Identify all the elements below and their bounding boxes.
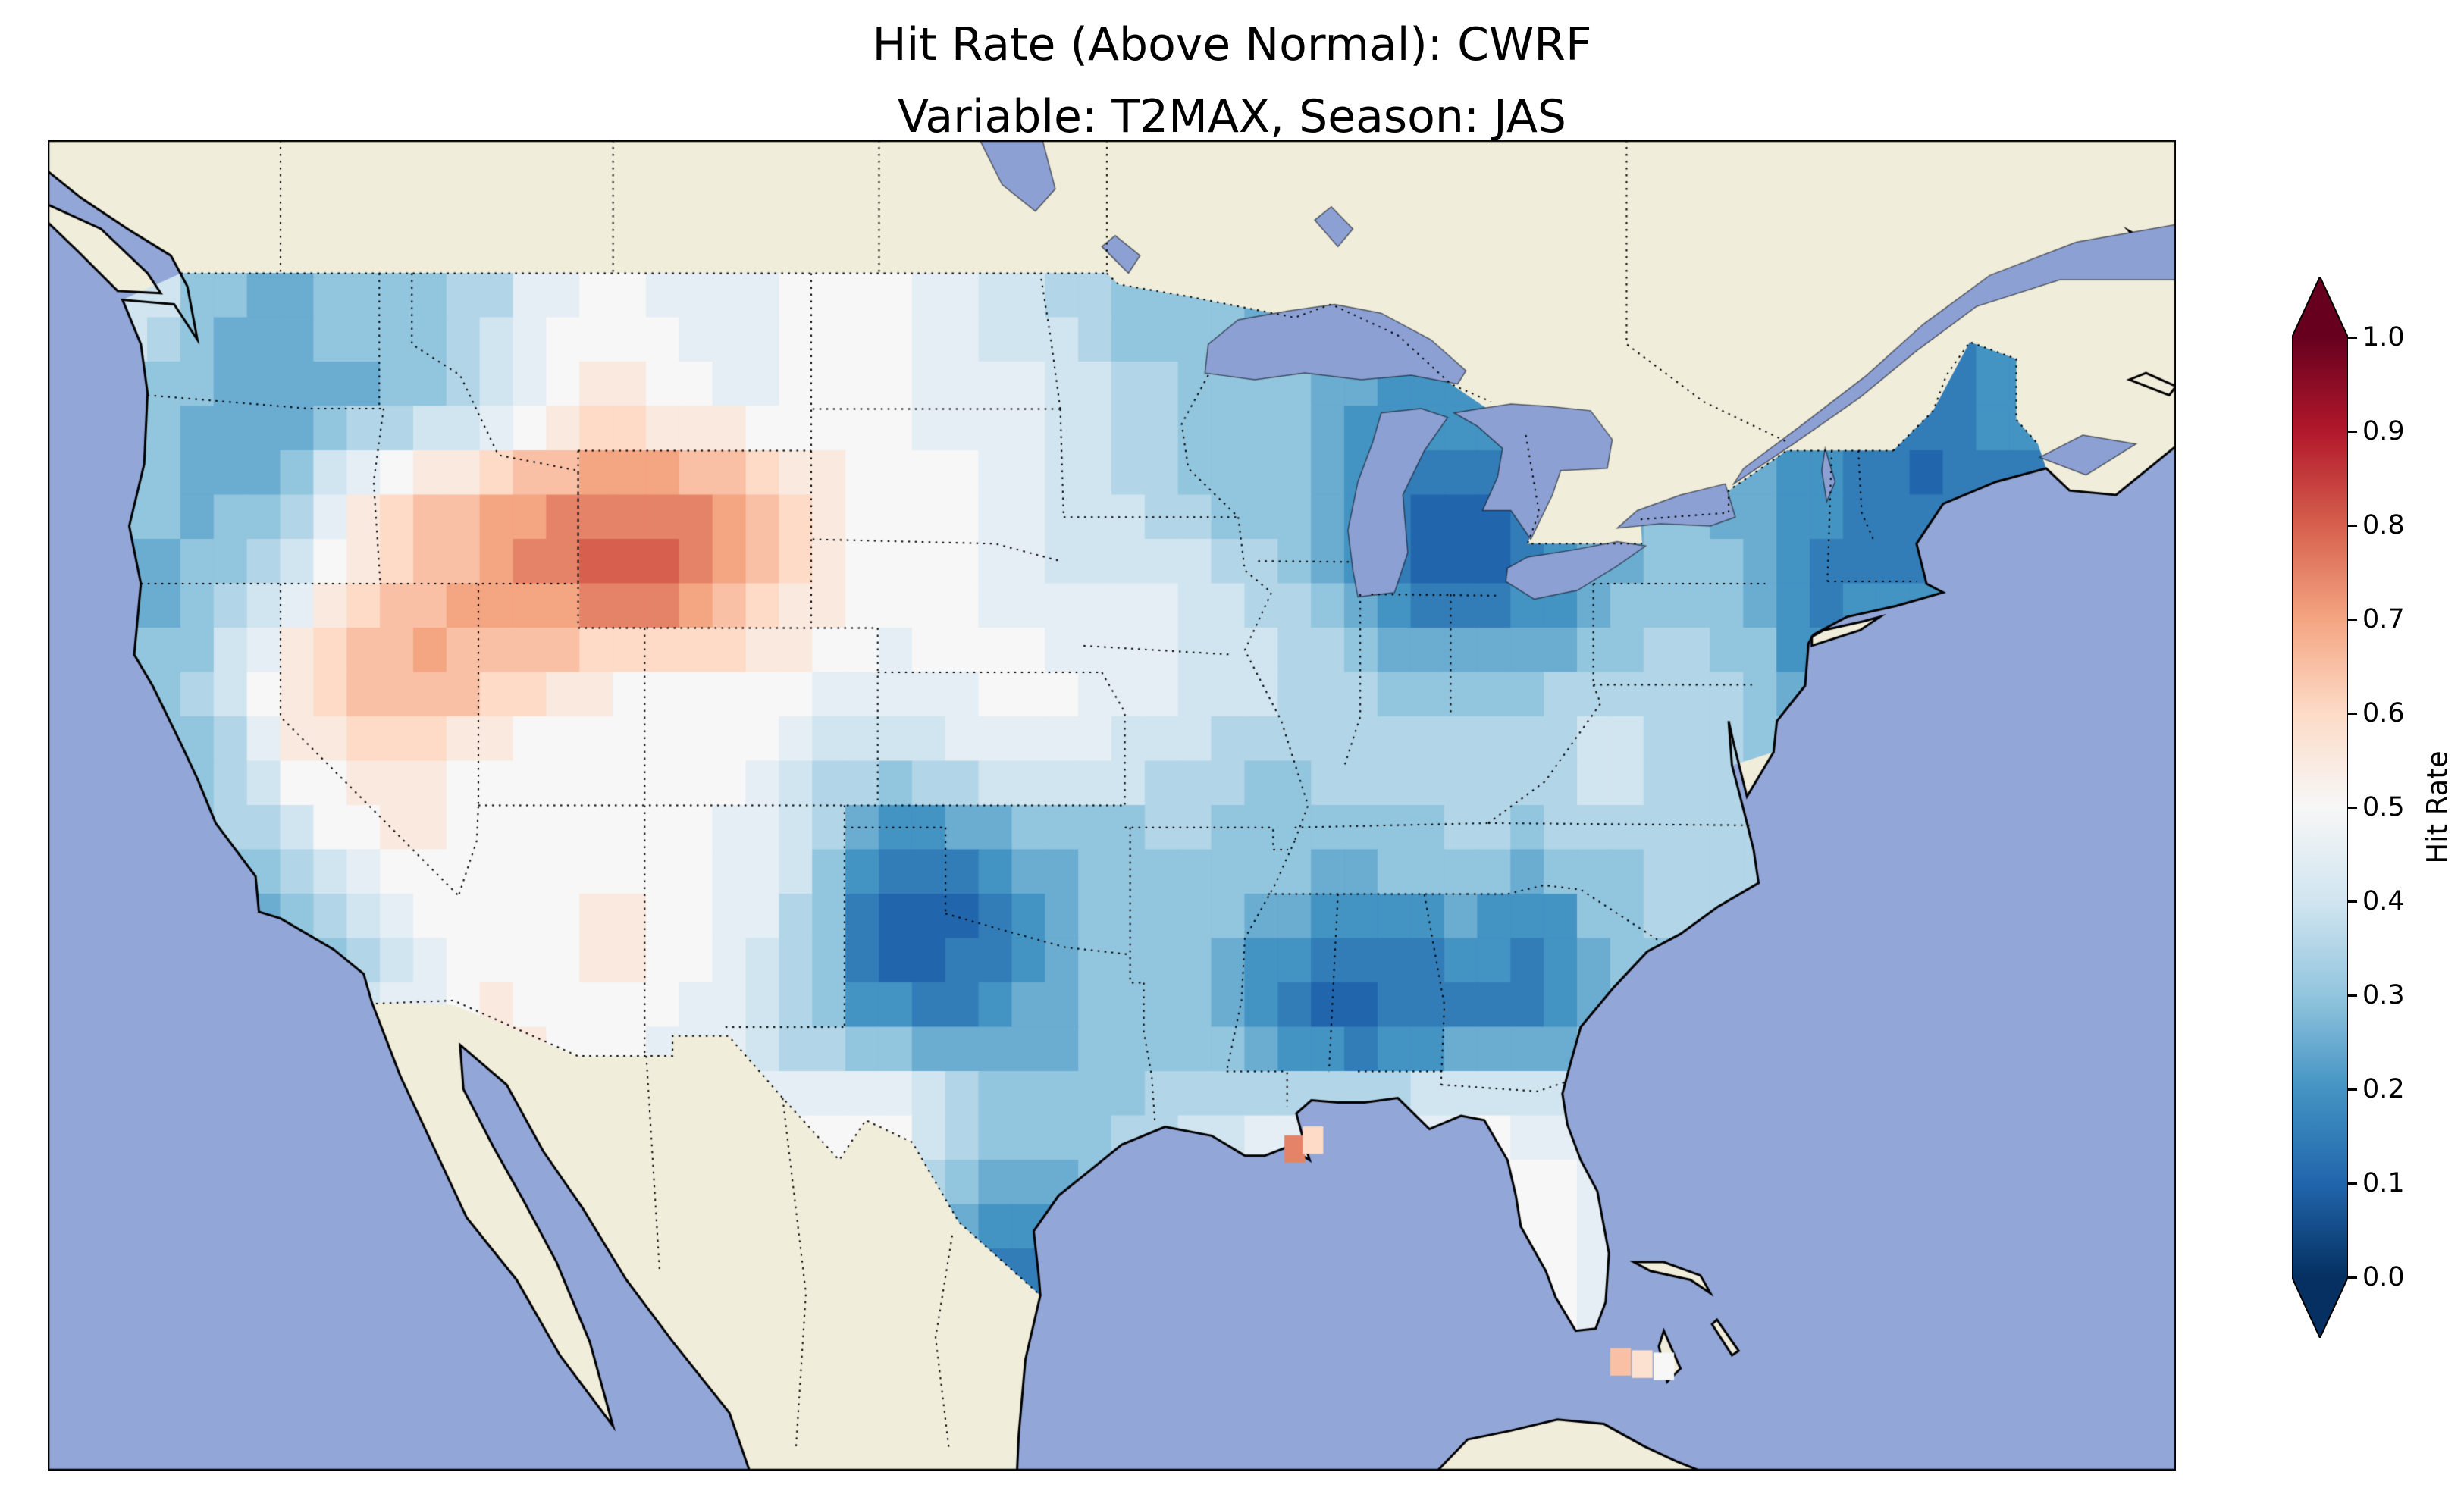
plot-title-line1: Hit Rate (Above Normal): CWRF [872,18,1592,71]
colorbar-tick-mark [2348,994,2357,997]
colorbar-tick-mark [2348,524,2357,527]
colorbar-tick-0.4: 0.4 [2348,886,2405,916]
colorbar-tick-mark [2348,806,2357,809]
colorbar-over-arrow [2292,277,2348,337]
colorbar-label: Hit Rate [2421,750,2454,864]
plot-title: Hit Rate (Above Normal): CWRF Variable: … [0,9,2464,153]
plot-title-line2: Variable: T2MAX, Season: JAS [898,90,1566,143]
map-plot [48,140,2176,1471]
colorbar-tick-label: 0.3 [2362,980,2405,1010]
colorbar-tick-mark [2348,618,2357,621]
colorbar-tick-mark [2348,430,2357,433]
colorbar-gradient [2292,277,2348,1338]
colorbar-tick-0.3: 0.3 [2348,980,2405,1010]
us-hit-rate-heatmap-canvas [48,140,2176,1471]
colorbar-tick-label: 0.7 [2362,604,2405,634]
colorbar-tick-label: 0.4 [2362,886,2405,916]
colorbar-tick-0.7: 0.7 [2348,604,2405,634]
colorbar-tick-mark [2348,1276,2357,1279]
colorbar-tick-0.1: 0.1 [2348,1168,2405,1198]
colorbar-tick-0.0: 0.0 [2348,1262,2405,1292]
colorbar-tick-mark [2348,900,2357,903]
colorbar-under-arrow [2292,1277,2348,1338]
colorbar-tick-0.5: 0.5 [2348,792,2405,822]
colorbar-tick-label: 1.0 [2362,322,2405,352]
colorbar-tick-0.8: 0.8 [2348,510,2405,540]
colorbar-tick-label: 0.2 [2362,1074,2405,1104]
colorbar-tick-1.0: 1.0 [2348,322,2405,352]
colorbar-tick-label: 0.6 [2362,698,2405,728]
colorbar-tick-mark [2348,1182,2357,1185]
colorbar-tick-mark [2348,336,2357,339]
colorbar-tick-label: 0.9 [2362,416,2405,446]
colorbar-tick-0.9: 0.9 [2348,416,2405,446]
colorbar-tick-mark [2348,712,2357,715]
colorbar-tick-label: 0.0 [2362,1262,2405,1292]
colorbar-gradient-rect [2292,337,2348,1277]
colorbar-tick-0.6: 0.6 [2348,698,2405,728]
colorbar-tick-0.2: 0.2 [2348,1074,2405,1104]
colorbar: 1.0 0.9 0.8 0.7 0.6 0.5 0.4 0.3 0.2 0.1 0.0 Hit Ra… [2292,277,2454,1338]
colorbar-tick-label: 0.5 [2362,792,2405,822]
colorbar-tick-label: 0.8 [2362,510,2405,540]
colorbar-tick-mark [2348,1088,2357,1091]
colorbar-tick-label: 0.1 [2362,1168,2405,1198]
